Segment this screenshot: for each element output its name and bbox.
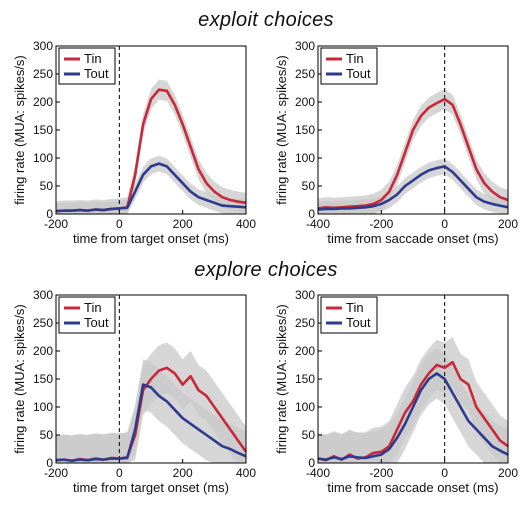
band-tout [318, 158, 508, 214]
y-tick-label: 50 [302, 428, 316, 442]
x-tick-label: -200 [369, 466, 393, 480]
legend-label-tin: Tin [84, 51, 102, 66]
legend-label-tin: Tin [84, 300, 102, 315]
y-tick-label: 250 [33, 67, 53, 81]
x-tick-label: 200 [498, 466, 518, 480]
x-tick-label: 400 [236, 466, 256, 480]
y-tick-label: 250 [295, 316, 315, 330]
section-title-exploit: exploit choices [198, 9, 334, 31]
x-tick-label: -400 [306, 466, 330, 480]
x-tick-label: 200 [173, 217, 193, 231]
x-tick-label: 200 [498, 217, 518, 231]
x-axis-label: time from saccade onset (ms) [327, 480, 498, 495]
y-tick-label: 150 [33, 372, 53, 386]
y-tick-label: 100 [33, 151, 53, 165]
y-tick-label: 0 [46, 207, 53, 221]
y-tick-label: 100 [295, 151, 315, 165]
x-axis-label: time from saccade onset (ms) [327, 231, 498, 246]
series-line-tout [55, 162, 247, 213]
x-tick-label: -400 [306, 217, 330, 231]
y-tick-label: 150 [33, 123, 53, 137]
section-title-explore: explore choices [194, 259, 338, 281]
legend-label-tout: Tout [346, 66, 371, 81]
y-tick-label: 200 [33, 95, 53, 109]
y-tick-label: 300 [33, 288, 53, 302]
y-tick-label: 200 [33, 344, 53, 358]
y-tick-label: 250 [33, 316, 53, 330]
y-axis-label: firing rate (MUA: spikes/s) [12, 55, 27, 205]
x-tick-label: -200 [44, 217, 68, 231]
x-axis-label: time from target onset (ms) [73, 480, 229, 495]
series-line-tout [55, 383, 247, 463]
y-tick-label: 50 [302, 179, 316, 193]
series-line-tout [317, 372, 509, 461]
y-tick-label: 50 [40, 179, 54, 193]
y-tick-label: 100 [295, 400, 315, 414]
x-axis-label: time from target onset (ms) [73, 231, 229, 246]
y-tick-label: 0 [46, 456, 53, 470]
legend-label-tout: Tout [346, 315, 371, 330]
series-line-tin [317, 360, 509, 462]
y-tick-label: 100 [33, 400, 53, 414]
legend-box [320, 296, 378, 334]
legend-label-tout: Tout [84, 66, 109, 81]
x-tick-label: 0 [116, 217, 123, 231]
band-tout [56, 359, 246, 463]
legend-label-tin: Tin [346, 51, 364, 66]
x-tick-label: 200 [173, 466, 193, 480]
y-tick-label: 0 [308, 207, 315, 221]
x-tick-label: 0 [441, 217, 448, 231]
y-tick-label: 0 [308, 456, 315, 470]
y-axis-label: firing rate (MUA: spikes/s) [274, 304, 289, 454]
x-tick-label: -200 [369, 217, 393, 231]
y-tick-label: 300 [295, 39, 315, 53]
band-tout [56, 155, 246, 214]
legend-box [58, 296, 116, 334]
band-tin [318, 89, 508, 214]
legend-label-tin: Tin [346, 300, 364, 315]
y-tick-label: 150 [295, 372, 315, 386]
y-tick-label: 50 [40, 428, 54, 442]
x-tick-label: 0 [116, 466, 123, 480]
y-tick-label: 150 [295, 123, 315, 137]
x-tick-label: 400 [236, 217, 256, 231]
y-axis-label: firing rate (MUA: spikes/s) [274, 55, 289, 205]
series-line-tin [317, 97, 509, 210]
series-line-tout [317, 165, 509, 211]
legend-box [58, 47, 116, 85]
y-tick-label: 200 [295, 95, 315, 109]
y-tick-label: 200 [295, 344, 315, 358]
y-tick-label: 300 [33, 39, 53, 53]
y-axis-label: firing rate (MUA: spikes/s) [12, 304, 27, 454]
legend-box [320, 47, 378, 85]
legend-label-tout: Tout [84, 315, 109, 330]
x-tick-label: -200 [44, 466, 68, 480]
y-tick-label: 300 [295, 288, 315, 302]
y-tick-label: 250 [295, 67, 315, 81]
x-tick-label: 0 [441, 466, 448, 480]
